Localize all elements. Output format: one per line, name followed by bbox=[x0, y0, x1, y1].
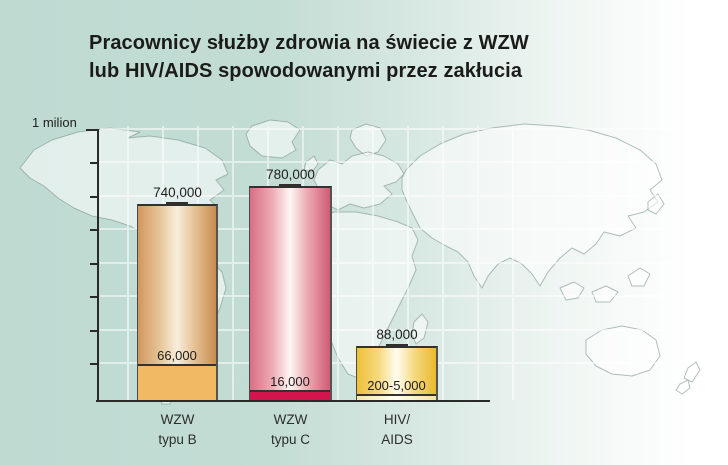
map-australia bbox=[585, 325, 661, 377]
map-new-zealand bbox=[675, 361, 701, 395]
category-label-hiv-aids: HIV/ AIDS bbox=[356, 410, 438, 450]
chart-title-line-2: lub HIV/AIDS spowodowanymi przez zakłuci… bbox=[89, 60, 523, 82]
bar-lower-segment bbox=[250, 390, 330, 400]
bar-top-notch bbox=[385, 344, 408, 348]
bar-upper-segment: 66,000 bbox=[138, 206, 216, 364]
category-label-line: HIV/ bbox=[383, 412, 411, 427]
y-axis-tick bbox=[90, 330, 98, 332]
map-uk bbox=[303, 155, 319, 173]
bar-value-label: 780,000 bbox=[266, 167, 315, 182]
category-label-wzw-c: WZW typu C bbox=[249, 410, 332, 450]
category-label-line: AIDS bbox=[381, 432, 413, 447]
bar-top-notch bbox=[166, 202, 188, 206]
category-label-line: typu B bbox=[158, 432, 197, 447]
y-axis-tick bbox=[90, 363, 98, 365]
bar-lower-segment bbox=[357, 394, 436, 400]
bar-wzw-typu-b: 66,000 bbox=[137, 202, 218, 401]
category-label-wzw-b: WZW typu B bbox=[137, 410, 218, 450]
bar-value-label: 88,000 bbox=[376, 327, 418, 342]
map-scandinavia bbox=[349, 123, 387, 157]
y-axis-tick bbox=[90, 162, 98, 164]
y-axis-tick bbox=[90, 196, 98, 198]
bar-hiv-aids: 200-5,000 bbox=[356, 344, 438, 401]
bar-upper-segment: 200-5,000 bbox=[357, 348, 436, 394]
bar-wzw-typu-c: 16,000 bbox=[249, 184, 332, 401]
category-label-line: WZW bbox=[273, 412, 308, 427]
map-island-3 bbox=[627, 267, 651, 287]
x-axis-line bbox=[96, 400, 490, 402]
map-greenland bbox=[245, 119, 301, 159]
y-axis-tick bbox=[86, 129, 98, 131]
bar-value-label: 740,000 bbox=[153, 185, 202, 200]
y-axis-line bbox=[97, 129, 99, 402]
map-island-1 bbox=[559, 281, 585, 301]
bar-sublabel: 66,000 bbox=[157, 348, 197, 363]
bar-top-notch bbox=[279, 184, 301, 188]
chart-title: Pracownicy służby zdrowia na świecie z W… bbox=[89, 29, 689, 85]
y-axis-tick bbox=[90, 263, 98, 265]
bar-lower-segment bbox=[138, 364, 216, 400]
y-axis-tick bbox=[90, 296, 98, 298]
map-island-2 bbox=[591, 285, 619, 303]
category-label-line: typu C bbox=[270, 432, 311, 447]
y-axis-tick bbox=[90, 229, 98, 231]
map-graticule bbox=[100, 126, 690, 400]
category-label-line: WZW bbox=[160, 412, 195, 427]
bar-upper-segment: 16,000 bbox=[250, 188, 330, 390]
bar-sublabel: 200-5,000 bbox=[367, 378, 426, 393]
chart-title-line-1: Pracownicy służby zdrowia na świecie z W… bbox=[89, 32, 529, 54]
bar-sublabel: 16,000 bbox=[270, 374, 310, 389]
y-axis-max-label: 1 milion bbox=[32, 115, 77, 130]
